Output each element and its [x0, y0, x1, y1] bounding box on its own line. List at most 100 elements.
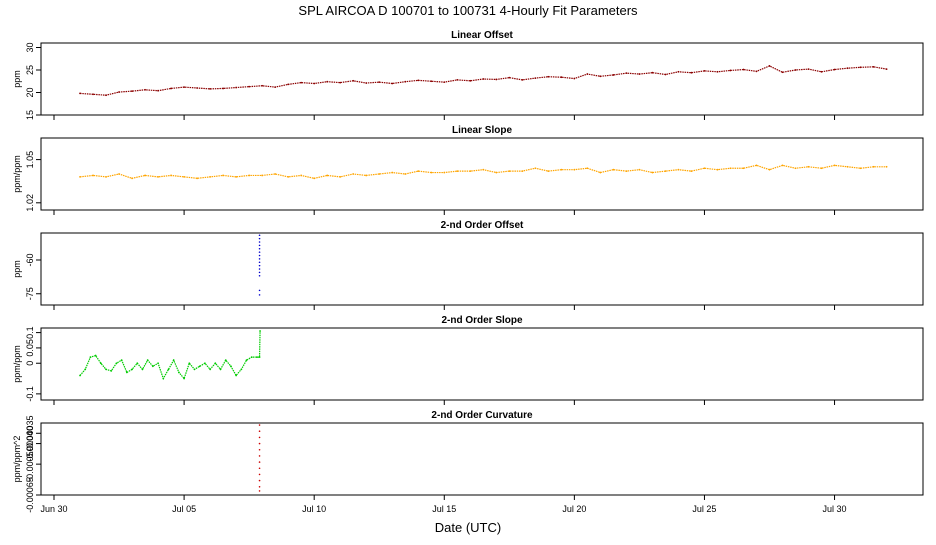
- data-point-1-52: [755, 70, 758, 73]
- data-point-4-6: [110, 369, 113, 372]
- data-point-2-37: [560, 168, 563, 171]
- data-point-2-18: [313, 177, 316, 180]
- chart-title: SPL AIRCOA D 100701 to 100731 4-Hourly F…: [298, 3, 638, 18]
- data-point-4-9: [125, 371, 128, 374]
- data-point-4-29: [230, 365, 232, 368]
- y-tick-label-1-1: 20: [25, 87, 35, 97]
- data-point-1-40: [599, 75, 602, 78]
- data-point-1-10: [209, 88, 212, 90]
- data-point-5-11: [258, 490, 261, 492]
- data-point-2-62: [885, 165, 888, 168]
- panel-frame-1: [40, 42, 924, 116]
- data-point-1-14: [261, 84, 264, 87]
- data-point-1-8: [183, 86, 186, 88]
- data-point-4-15: [157, 362, 159, 365]
- data-point-1-59: [846, 67, 849, 70]
- data-point-1-36: [547, 75, 550, 78]
- data-point-4-22: [193, 368, 196, 371]
- data-point-5-10: [258, 485, 261, 488]
- data-point-3-9: [258, 264, 261, 267]
- data-point-2-28: [443, 171, 446, 174]
- data-point-2-29: [456, 170, 459, 173]
- data-point-3-11: [258, 271, 261, 274]
- data-point-5-4: [258, 448, 261, 451]
- data-point-2-27: [430, 171, 433, 174]
- data-point-4-32: [245, 359, 248, 362]
- data-point-5-3: [258, 442, 261, 445]
- data-point-4-0: [79, 374, 81, 377]
- data-point-4-24: [204, 362, 206, 365]
- data-point-1-55: [794, 69, 797, 71]
- data-point-4-30: [235, 374, 238, 377]
- data-point-2-10: [209, 175, 212, 178]
- data-point-1-17: [300, 81, 303, 84]
- data-point-2-31: [482, 168, 485, 171]
- data-point-1-57: [820, 70, 823, 73]
- series-line-1-0: [79, 65, 887, 96]
- data-point-2-33: [508, 170, 511, 173]
- data-point-3-14: [258, 294, 261, 296]
- data-point-4-31: [240, 368, 243, 371]
- data-point-1-51: [742, 68, 745, 71]
- data-point-2-0: [79, 175, 81, 178]
- y-tick-label-3-0: -60: [25, 253, 35, 266]
- data-point-2-17: [300, 174, 303, 177]
- data-point-4-12: [141, 368, 144, 371]
- data-point-4-26: [214, 362, 217, 365]
- data-point-1-22: [365, 82, 368, 84]
- panel-title-5: 2-nd Order Curvature: [431, 410, 533, 421]
- data-point-2-47: [690, 170, 693, 173]
- data-point-3-1: [258, 237, 261, 240]
- data-point-1-7: [170, 87, 172, 90]
- data-point-2-8: [183, 175, 186, 178]
- data-point-1-32: [495, 78, 498, 81]
- data-point-2-56: [807, 165, 810, 168]
- data-point-4-25: [209, 368, 212, 371]
- data-point-2-46: [677, 168, 680, 171]
- data-point-3-12: [258, 274, 261, 277]
- data-point-5-8: [258, 473, 261, 476]
- data-point-3-6: [258, 254, 261, 257]
- data-point-2-25: [404, 173, 407, 175]
- data-point-4-21: [188, 362, 191, 365]
- data-point-1-0: [79, 92, 81, 95]
- data-point-2-58: [833, 164, 836, 167]
- data-point-2-55: [794, 167, 797, 170]
- data-point-4-11: [136, 362, 139, 365]
- data-point-2-57: [820, 167, 823, 170]
- data-point-2-42: [625, 170, 628, 173]
- data-point-1-50: [729, 69, 732, 72]
- data-point-2-16: [287, 175, 290, 178]
- data-point-1-3: [118, 91, 120, 93]
- y-tick-label-5-2: -0.00040: [25, 426, 35, 462]
- data-point-4-2: [89, 356, 92, 359]
- data-point-2-59: [846, 165, 849, 168]
- data-point-2-39: [586, 167, 589, 170]
- x-tick-label-5: Jul 25: [692, 504, 716, 514]
- data-point-1-15: [274, 86, 277, 88]
- x-tick-label-2: Jul 10: [302, 504, 326, 514]
- data-point-1-1: [92, 93, 94, 96]
- data-point-2-36: [547, 170, 550, 173]
- data-point-2-9: [196, 177, 199, 180]
- data-point-5-7: [258, 467, 261, 470]
- data-point-1-12: [235, 86, 238, 89]
- data-point-4-35: [258, 356, 261, 359]
- data-point-1-28: [443, 81, 446, 84]
- data-point-2-41: [612, 168, 615, 171]
- data-point-1-9: [196, 87, 199, 89]
- data-point-4-33: [250, 356, 253, 359]
- y-tick-label-2-0: 1.02: [25, 194, 35, 212]
- panel-frame-3: [40, 232, 924, 306]
- data-point-2-7: [170, 174, 172, 177]
- data-point-1-21: [352, 79, 355, 82]
- data-point-2-30: [469, 170, 472, 173]
- panel-title-3: 2-nd Order Offset: [441, 220, 524, 231]
- data-point-5-5: [258, 455, 261, 457]
- data-point-2-45: [664, 170, 667, 173]
- series-line-4-0: [79, 331, 261, 381]
- data-point-2-21: [352, 173, 355, 175]
- data-point-1-19: [326, 80, 329, 83]
- data-point-5-2: [258, 436, 261, 439]
- data-point-1-34: [521, 79, 524, 81]
